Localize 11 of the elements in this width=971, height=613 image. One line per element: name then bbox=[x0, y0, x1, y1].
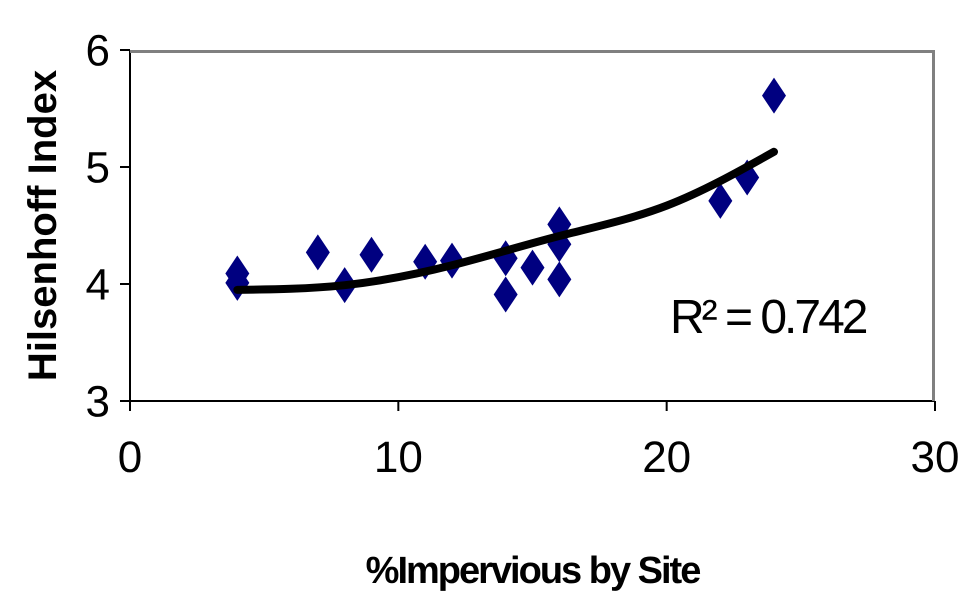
y-tick-label: 5 bbox=[86, 144, 110, 193]
x-axis-title: %Impervious by Site bbox=[366, 550, 700, 592]
y-tick-label: 3 bbox=[86, 378, 110, 427]
y-tick-label: 6 bbox=[86, 26, 110, 76]
x-tick-label: 30 bbox=[910, 433, 960, 482]
annotation: R² = 0.742 bbox=[670, 291, 866, 344]
x-tick-label: 0 bbox=[118, 433, 142, 482]
y-axis-title: Hilsenhoff Index bbox=[21, 70, 66, 382]
x-tick-label: 20 bbox=[642, 433, 692, 482]
x-tick-label: 10 bbox=[374, 433, 423, 482]
y-tick-label: 4 bbox=[86, 260, 110, 310]
